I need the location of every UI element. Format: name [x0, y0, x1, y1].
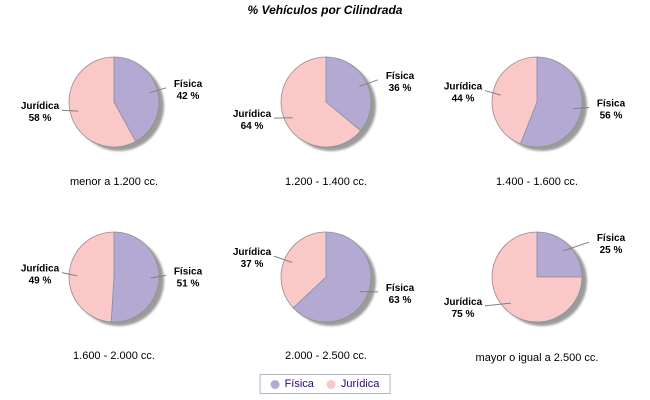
slice-label: Física 25 %: [597, 233, 626, 256]
callout-line: [484, 90, 501, 96]
pie-slice-física: [519, 56, 583, 148]
chart-title: % Vehículos por Cilindrada: [247, 3, 403, 17]
pie-slice-física: [110, 231, 160, 323]
legend-item-juridica: Jurídica: [326, 378, 380, 390]
slice-label: Jurídica 64 %: [233, 109, 272, 132]
slice-label: Física 63 %: [386, 283, 415, 306]
slice-label: Jurídica 44 %: [444, 82, 483, 105]
pie-caption-3: 1.400 - 1.600 cc.: [496, 176, 578, 188]
slice-label: Física 51 %: [174, 266, 203, 289]
legend: Física Jurídica: [259, 374, 391, 394]
slice-label: Jurídica 49 %: [21, 264, 60, 287]
pie-caption-4: 1.600 - 2.000 cc.: [73, 350, 155, 362]
slice-label: Física 56 %: [597, 98, 626, 121]
pie-slice-jurídica: [491, 56, 538, 145]
callout-line: [61, 109, 79, 112]
callout-line: [273, 255, 293, 263]
pie-caption-1: menor a 1.200 cc.: [69, 176, 159, 188]
pie-slice-jurídica: [68, 56, 137, 148]
legend-item-fisica: Física: [270, 378, 314, 390]
callout-line: [484, 302, 511, 307]
pie-slice-jurídica: [68, 231, 115, 323]
callout-line: [61, 272, 78, 277]
pie-slice-jurídica: [280, 231, 327, 309]
callout-line: [359, 79, 379, 87]
slice-label: Física 36 %: [386, 71, 415, 94]
slice-label: Jurídica 58 %: [21, 101, 60, 124]
callout-line: [149, 87, 167, 94]
pie-slice-física: [292, 231, 372, 323]
pie-caption-6: mayor o igual a 2.500 cc.: [475, 352, 599, 364]
callout-line: [573, 106, 590, 110]
juridica-dot-icon: [326, 379, 336, 389]
pie-slice-física: [536, 231, 583, 278]
callout-line: [562, 241, 590, 252]
slice-label: Física 42 %: [174, 79, 203, 102]
pie-slice-jurídica: [280, 56, 362, 148]
legend-label-juridica: Jurídica: [340, 378, 380, 390]
pie-slice-física: [325, 56, 372, 132]
fisica-dot-icon: [270, 379, 280, 389]
callout-line: [150, 274, 167, 279]
pie-caption-2: 1.200 - 1.400 cc.: [285, 176, 367, 188]
slice-label: Jurídica 75 %: [444, 297, 483, 320]
pie-slice-jurídica: [491, 231, 583, 323]
legend-label-fisica: Física: [284, 378, 314, 390]
slice-label: Jurídica 37 %: [233, 247, 272, 270]
pie-caption-5: 2.000 - 2.500 cc.: [285, 350, 367, 362]
